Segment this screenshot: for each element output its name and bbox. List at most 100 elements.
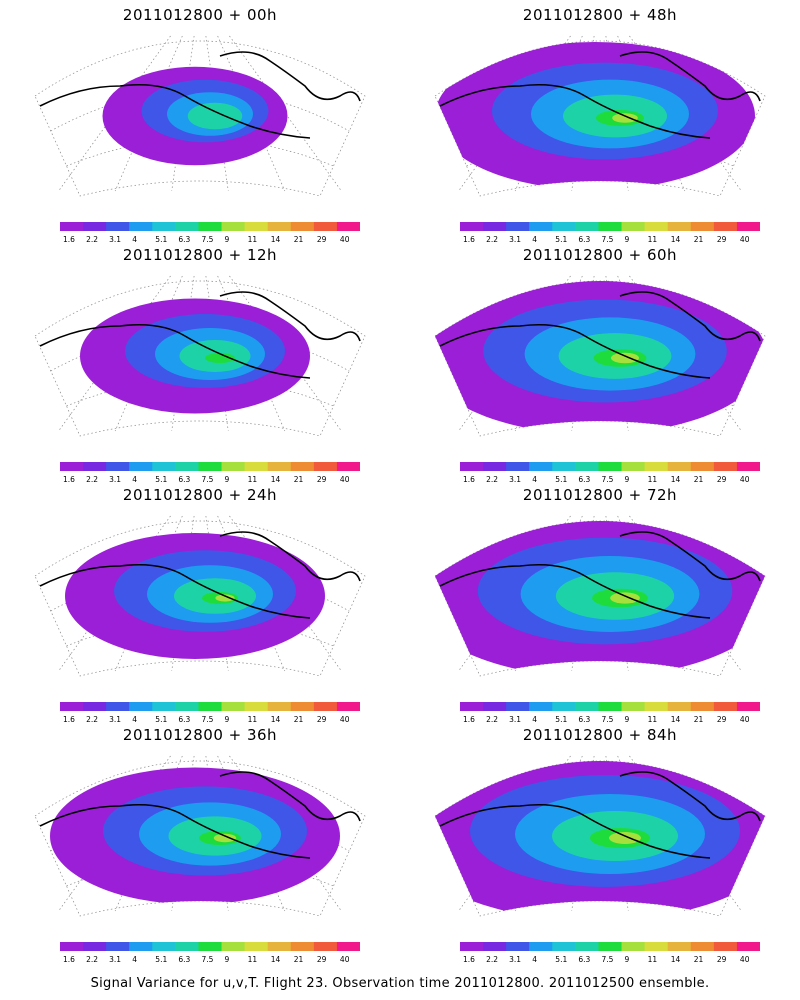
colorbar-tick-label: 29	[717, 475, 727, 484]
colorbar-tick-label: 3.1	[509, 715, 521, 724]
colorbar-swatch	[736, 942, 760, 951]
colorbar-tick-label: 21	[294, 715, 304, 724]
colorbar-tick-label: 40	[740, 715, 750, 724]
colorbar-swatch	[267, 222, 292, 231]
colorbar-tick-label: 2.2	[86, 235, 98, 244]
colorbar-tick-label: 7.5	[201, 715, 213, 724]
forecast-panel: 2011012800 + 12h 1.6 2.2 3.1 4 5.1 6.3 7.5 9 11 14…	[0, 240, 400, 484]
colorbar-tick-label: 11	[248, 235, 258, 244]
colorbar-swatch	[313, 222, 338, 231]
colorbar-tick-label: 9	[625, 475, 630, 484]
colorbar-swatch	[552, 702, 576, 711]
variance-map	[434, 515, 766, 677]
colorbar-swatch	[175, 222, 199, 231]
colorbar-swatch	[644, 462, 669, 471]
coastline	[439, 531, 761, 619]
colorbar-swatch	[552, 942, 576, 951]
colorbar-tick-label: 2.2	[86, 955, 98, 964]
colorbar-tick-label: 1.6	[463, 235, 475, 244]
colorbar-tick-label: 2.2	[86, 475, 98, 484]
colorbar-swatch	[460, 222, 484, 231]
colorbar-tick-label: 7.5	[601, 955, 613, 964]
colorbar-tick-label: 1.6	[463, 475, 475, 484]
panel-title: 2011012800 + 72h	[522, 486, 678, 504]
colorbar-tick-label: 40	[340, 235, 350, 244]
colorbar-tick-label: 29	[717, 235, 727, 244]
colorbar-swatch	[152, 942, 176, 951]
coastline	[439, 771, 761, 859]
colorbar-swatch	[483, 462, 507, 471]
colorbar-swatch	[106, 702, 130, 711]
colorbar-tick-label: 4	[532, 475, 537, 484]
colorbar-swatch	[83, 702, 107, 711]
colorbar-swatch	[529, 942, 553, 951]
colorbar-tick-label: 21	[694, 475, 704, 484]
colorbar-swatch	[690, 462, 715, 471]
colorbar-swatch	[244, 222, 269, 231]
colorbar-swatch	[529, 462, 553, 471]
colorbar-tick-label: 29	[317, 715, 327, 724]
colorbar-tick-label: 29	[317, 475, 327, 484]
colorbar-tick-label: 5.1	[155, 955, 167, 964]
colorbar-swatch	[313, 462, 338, 471]
colorbar-tick-label: 6.3	[578, 715, 590, 724]
colorbar-tick-label: 7.5	[601, 475, 613, 484]
colorbar-tick-label: 7.5	[601, 715, 613, 724]
colorbar-tick-label: 4	[532, 955, 537, 964]
variance-map	[34, 755, 366, 917]
colorbar-swatch	[621, 222, 646, 231]
forecast-panel: 2011012800 + 24h 1.6 2.2 3.1 4 5.1 6.3 7.5 9 11 14…	[0, 480, 400, 724]
colorbar-tick-label: 7.5	[601, 235, 613, 244]
colorbar-tick-label: 11	[648, 475, 658, 484]
coastline	[439, 291, 761, 379]
colorbar-swatch	[575, 942, 599, 951]
colorbar-swatch	[60, 462, 84, 471]
colorbar-swatch	[313, 942, 338, 951]
colorbar-swatch	[621, 942, 646, 951]
variance-field	[102, 66, 288, 166]
colorbar-tick-label: 1.6	[63, 475, 75, 484]
colorbar-tick-label: 4	[132, 235, 137, 244]
coastline	[39, 51, 361, 139]
variance-map	[34, 275, 366, 437]
panel-title: 2011012800 + 36h	[122, 726, 278, 744]
colorbar-swatch	[690, 702, 715, 711]
colorbar-tick-label: 3.1	[509, 235, 521, 244]
colorbar-tick-label: 14	[671, 475, 681, 484]
colorbar-swatch	[506, 462, 530, 471]
panel-title: 2011012800 + 60h	[522, 246, 678, 264]
colorbar-tick-label: 29	[717, 955, 727, 964]
forecast-panel: 2011012800 + 60h 1.6 2.2 3.1 4 5.1 6.3 7.5 9 11 14…	[400, 240, 800, 484]
colorbar-swatch	[644, 222, 669, 231]
colorbar-swatch	[152, 462, 176, 471]
colorbar-swatch	[598, 702, 623, 711]
colorbar-tick-label: 3.1	[509, 955, 521, 964]
colorbar: 1.6 2.2 3.1 4 5.1 6.3 7.5 9 11 14 21 29 40	[460, 702, 760, 724]
colorbar-swatch	[175, 702, 199, 711]
colorbar-tick-label: 9	[225, 475, 230, 484]
colorbar-tick-label: 4	[532, 715, 537, 724]
panel-title: 2011012800 + 24h	[122, 486, 278, 504]
variance-map	[434, 35, 766, 197]
colorbar-tick-label: 11	[648, 955, 658, 964]
colorbar-tick-label: 1.6	[63, 955, 75, 964]
colorbar-swatch	[290, 222, 315, 231]
variance-field	[435, 281, 765, 435]
colorbar-swatch	[290, 942, 315, 951]
colorbar-tick-label: 11	[248, 475, 258, 484]
variance-field	[435, 42, 755, 190]
colorbar-tick-label: 9	[625, 715, 630, 724]
figure-caption: Signal Variance for u,v,T. Flight 23. Ob…	[90, 976, 710, 991]
colorbar: 1.6 2.2 3.1 4 5.1 6.3 7.5 9 11 14 21 29 40	[460, 942, 760, 964]
forecast-panel: 2011012800 + 48h 1.6 2.2 3.1 4 5.1 6.3 7.5 9 11 14…	[400, 0, 800, 244]
forecast-panel: 2011012800 + 36h 1.6 2.2 3.1 4 5.1 6.3 7.5 9 11 14…	[0, 720, 400, 964]
colorbar-tick-label: 6.3	[178, 475, 190, 484]
colorbar-tick-label: 14	[671, 235, 681, 244]
colorbar-tick-label: 4	[132, 475, 137, 484]
colorbar-swatch	[621, 462, 646, 471]
colorbar-tick-label: 5.1	[555, 475, 567, 484]
colorbar-swatch	[129, 702, 153, 711]
colorbar-swatch	[83, 942, 107, 951]
colorbar-swatch	[198, 462, 223, 471]
variance-field	[50, 767, 340, 905]
